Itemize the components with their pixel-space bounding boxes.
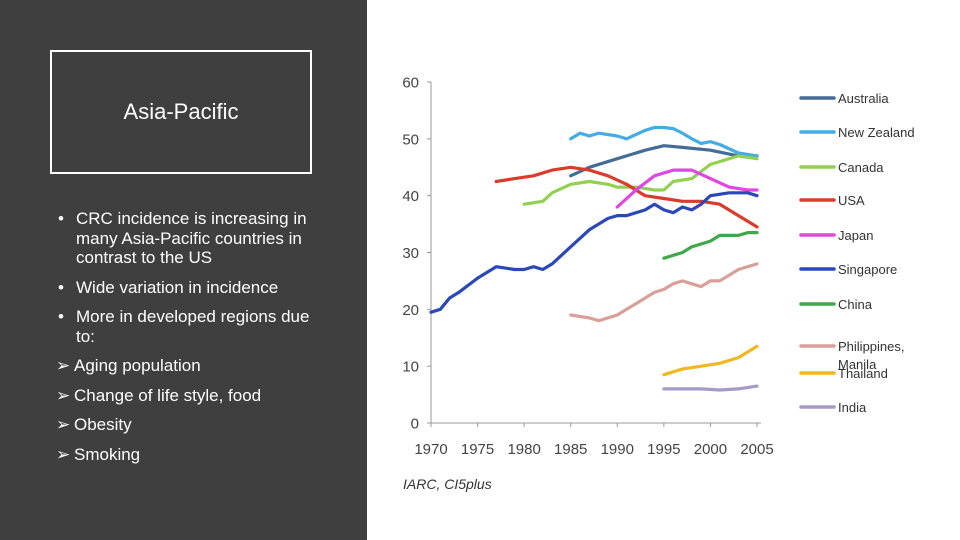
bullet-item: • CRC incidence is increasing in many Asi… [56, 209, 318, 268]
y-tick-label: 30 [402, 245, 419, 262]
legend-label: Japan [838, 228, 873, 243]
x-tick-label: 1995 [647, 441, 680, 458]
y-tick-label: 40 [402, 188, 419, 205]
series-line [494, 165, 759, 229]
y-tick-label: 10 [402, 359, 419, 376]
series-line [522, 154, 759, 206]
arrow-item: ➢ Obesity [56, 415, 318, 435]
arrow-icon: ➢ [56, 444, 71, 464]
series-line [429, 191, 759, 314]
bullet-text: CRC incidence is increasing in many Asia… [76, 209, 307, 267]
bullet-item: • More in developed regions due to: [56, 307, 318, 346]
series-line [615, 168, 759, 209]
slide-title: Asia-Pacific [123, 99, 239, 124]
series-line [569, 262, 759, 323]
arrow-item: ➢ Change of life style, food [56, 386, 318, 406]
y-tick-label: 60 [402, 75, 419, 92]
arrow-text: Obesity [74, 415, 132, 434]
x-tick-label: 2005 [740, 441, 773, 458]
bullet-list: • CRC incidence is increasing in many Asi… [56, 209, 318, 474]
bullet-text: Wide variation in incidence [76, 277, 279, 297]
legend-label: Singapore [838, 262, 897, 277]
arrow-item: ➢ Smoking [56, 445, 318, 465]
y-tick-label: 50 [402, 131, 419, 148]
incidence-line-chart: 0 10 20 30 40 50 60 1970 1975 1980 1985 1990 1995 200… [402, 75, 915, 493]
bullet-icon: • [58, 209, 64, 228]
arrow-icon: ➢ [56, 415, 71, 434]
arrow-item: ➢ Aging population [56, 356, 318, 376]
legend-label: China [838, 297, 873, 312]
legend-label: Thailand [838, 366, 888, 381]
x-tick-label: 1985 [554, 441, 587, 458]
legend-label: Manila [838, 357, 877, 372]
bullet-text: More in developed regions due to: [76, 307, 310, 346]
legend-label: USA [838, 193, 865, 208]
x-tick-label: 1975 [461, 441, 494, 458]
legend-label: India [838, 400, 867, 415]
source-note: IARC, CI5plus [403, 476, 492, 492]
series-line [662, 344, 759, 377]
legend-label: Philippines, [838, 339, 905, 354]
series-line [569, 125, 759, 158]
x-tick-label: 2000 [694, 441, 727, 458]
bullet-item: • Wide variation in incidence [56, 278, 318, 298]
x-tick-label: 1980 [507, 441, 540, 458]
arrow-icon: ➢ [56, 356, 71, 375]
series-line [662, 231, 759, 260]
x-tick-label: 1990 [601, 441, 634, 458]
arrow-text: Aging population [74, 356, 201, 375]
y-tick-label: 0 [411, 416, 419, 433]
series-line [662, 384, 759, 392]
arrow-text: Smoking [74, 444, 141, 464]
y-tick-label: 20 [402, 302, 419, 319]
x-tick-label: 1970 [414, 441, 447, 458]
title-box: Asia-Pacific [50, 50, 312, 174]
arrow-icon: ➢ [56, 385, 71, 405]
legend-label: Canada [838, 160, 884, 175]
left-panel: Asia-Pacific • CRC incidence is increasin… [0, 0, 367, 540]
legend-label: Australia [838, 91, 889, 106]
bullet-icon: • [58, 277, 64, 297]
arrow-text: Change of life style, food [74, 385, 262, 405]
series-line [569, 144, 759, 178]
legend-label: New Zealand [838, 125, 915, 140]
bullet-icon: • [58, 307, 64, 326]
